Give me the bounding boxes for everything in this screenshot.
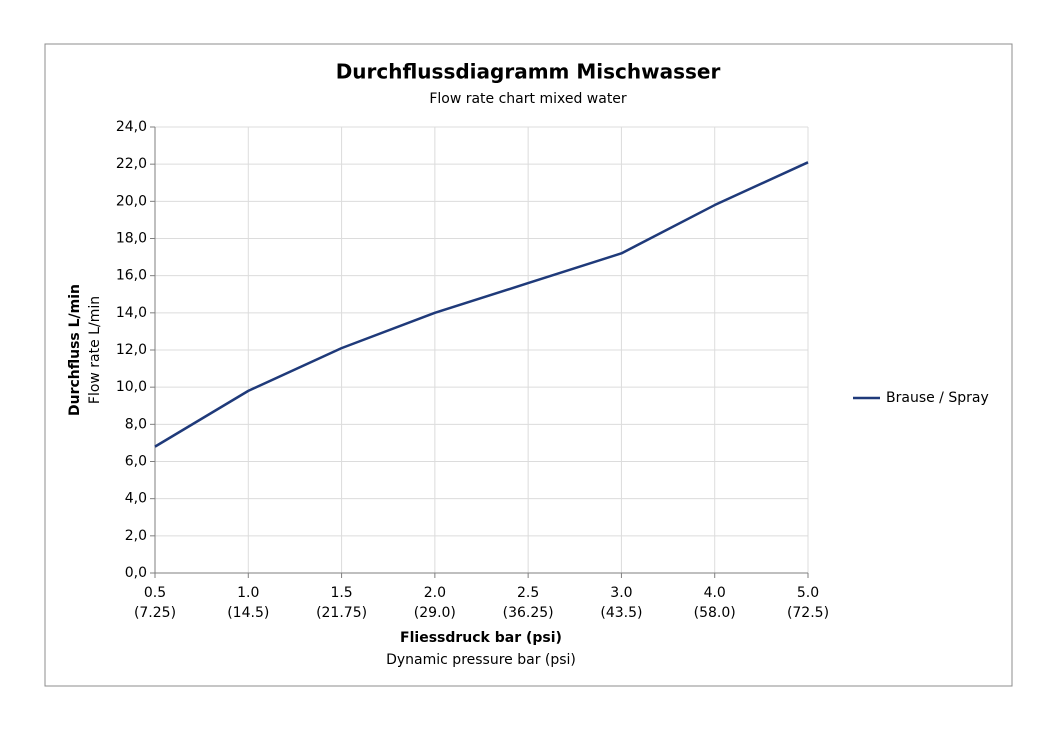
- legend-label: Brause / Spray: [886, 390, 989, 406]
- x-tick-label: 5.0: [797, 585, 819, 601]
- y-tick-label: 10,0: [116, 379, 147, 395]
- y-tick-label: 20,0: [116, 193, 147, 209]
- y-tick-label: 4,0: [125, 491, 147, 507]
- y-tick-label: 0,0: [125, 565, 147, 581]
- x-tick-sublabel: (36.25): [503, 605, 554, 621]
- x-tick-sublabel: (58.0): [694, 605, 736, 621]
- x-tick-sublabel: (72.5): [787, 605, 829, 621]
- y-tick-label: 6,0: [125, 454, 147, 470]
- x-axis-title: Fliessdruck bar (psi): [400, 630, 562, 646]
- y-tick-label: 24,0: [116, 119, 147, 135]
- x-tick-label: 4.0: [704, 585, 726, 601]
- y-tick-label: 14,0: [116, 305, 147, 321]
- x-tick-sublabel: (29.0): [414, 605, 456, 621]
- x-tick-label: 2.5: [517, 585, 539, 601]
- y-tick-label: 12,0: [116, 342, 147, 358]
- x-tick-sublabel: (7.25): [134, 605, 176, 621]
- x-tick-label: 3.0: [610, 585, 632, 601]
- x-tick-sublabel: (14.5): [227, 605, 269, 621]
- x-tick-sublabel: (43.5): [600, 605, 642, 621]
- x-tick-sublabel: (21.75): [316, 605, 367, 621]
- y-tick-label: 2,0: [125, 528, 147, 544]
- y-tick-label: 8,0: [125, 416, 147, 432]
- y-tick-label: 22,0: [116, 156, 147, 172]
- y-axis-title: Durchfluss L/min: [67, 284, 83, 416]
- chart-title: Durchflussdiagramm Mischwasser: [336, 60, 721, 84]
- y-tick-label: 18,0: [116, 231, 147, 247]
- y-tick-label: 16,0: [116, 268, 147, 284]
- series-line: [154, 161, 809, 448]
- x-tick-label: 2.0: [424, 585, 446, 601]
- x-tick-label: 0.5: [144, 585, 166, 601]
- x-axis-subtitle: Dynamic pressure bar (psi): [386, 652, 576, 668]
- chart-subtitle: Flow rate chart mixed water: [429, 91, 627, 107]
- x-tick-label: 1.5: [330, 585, 352, 601]
- x-tick-label: 1.0: [237, 585, 259, 601]
- y-axis-subtitle: Flow rate L/min: [87, 296, 103, 404]
